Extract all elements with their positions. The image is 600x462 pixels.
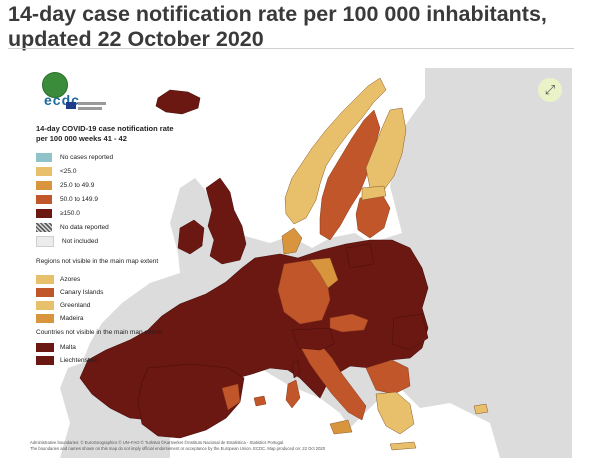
legend-item: Madeira [36,312,184,325]
legend-label: Not included [62,237,99,245]
region-greece[interactable] [375,391,415,435]
legend-item: Canary Islands [36,286,184,299]
legend-label: Madeira [60,314,84,322]
globe-icon [42,72,68,98]
legend-label: Canary Islands [60,288,104,296]
legend-classes: No cases reported <25.0 25.0 to 49.9 50.0 t… [36,150,184,248]
legend-label: Liechtenstein [60,357,99,364]
legend-swatch [36,300,54,310]
logo-fineprint [78,102,106,105]
ecdc-logo: ecdc [42,72,106,122]
legend-label: Malta [60,344,76,351]
legend-label: No data reported [60,223,109,231]
region-crete[interactable] [389,441,417,451]
region-poland-coast[interactable] [345,243,375,269]
region-cyprus[interactable] [473,403,489,415]
legend-swatch [36,152,52,162]
title-divider [8,48,574,49]
region-denmark[interactable] [281,227,303,255]
legend-swatch [36,166,52,176]
legend-regions: Azores Canary Islands Greenland Madeira [36,273,184,325]
attribution-line-2: The boundaries and names shown on this m… [30,446,326,451]
map-attribution: Administrative boundaries: © EuroGeograp… [30,440,570,452]
region-balkans[interactable] [365,359,411,395]
legend-item: No data reported [36,220,184,234]
expand-map-button[interactable]: ⤢ [538,78,562,102]
region-italy-north[interactable] [291,327,335,351]
legend-label: 50.0 to 149.9 [60,195,98,203]
legend-regions-heading: Regions not visible in the main map exte… [36,258,159,265]
legend-swatch [36,274,54,284]
attribution-line-1: Administrative boundaries: © EuroGeograp… [30,440,285,445]
legend-item: Malta [36,341,184,354]
legend-item: 50.0 to 149.9 [36,192,184,206]
region-balearic[interactable] [253,395,267,407]
legend-item: Greenland [36,299,184,312]
logo-fineprint-line2 [78,107,102,110]
region-romania[interactable] [391,313,429,351]
region-estonia[interactable] [361,185,387,201]
legend-swatch [36,235,54,247]
region-iberia[interactable] [137,363,245,439]
legend-item: Not included [36,234,184,248]
legend-swatch [36,180,52,190]
legend-countries: Malta Liechtenstein [36,341,184,367]
europe-choropleth-map[interactable] [30,68,572,458]
expand-arrows-icon: ⤢ [544,82,556,97]
legend-label: <25.0 [60,167,77,175]
page-title: 14-day case notification rate per 100 00… [8,2,547,51]
legend-swatch [36,287,54,297]
legend-label: Greenland [60,301,91,309]
region-sicily[interactable] [329,419,353,435]
legend-label: No cases reported [60,153,114,161]
region-corsica[interactable] [291,359,301,379]
legend-item: No cases reported [36,150,184,164]
region-ireland[interactable] [177,219,205,255]
legend-item: ≥150.0 [36,206,184,220]
region-iceland[interactable] [155,89,201,115]
legend-label: 25.0 to 49.9 [60,181,95,189]
legend-swatch [36,222,52,232]
legend-item: <25.0 [36,164,184,178]
region-spain-east[interactable] [221,383,241,411]
region-norway[interactable] [284,77,387,225]
eu-flag-icon [66,102,76,109]
region-germany-east[interactable] [309,257,339,289]
legend-swatch [36,208,52,218]
legend-swatch [36,343,54,352]
map-panel[interactable]: ecdc ⤢ 14-day COVID-19 case notification… [30,68,572,458]
region-italy[interactable] [299,343,367,421]
region-sardinia[interactable] [285,379,301,409]
legend-item: Azores [36,273,184,286]
legend-countries-heading: Countries not visible in the main map ex… [36,328,163,336]
legend-label: ≥150.0 [60,209,80,217]
legend-swatch [36,356,54,365]
sea-mediterranean [170,368,500,458]
region-sweden[interactable] [319,109,381,241]
legend-item: 25.0 to 49.9 [36,178,184,192]
legend-title: 14-day COVID-19 case notification rate p… [36,124,174,143]
legend-label: Azores [60,275,81,283]
legend-item: Liechtenstein [36,354,184,367]
region-united-kingdom[interactable] [205,177,247,265]
legend-swatch [36,313,54,323]
legend-swatch [36,194,52,204]
map-legend: 14-day COVID-19 case notification rate p… [36,124,184,367]
